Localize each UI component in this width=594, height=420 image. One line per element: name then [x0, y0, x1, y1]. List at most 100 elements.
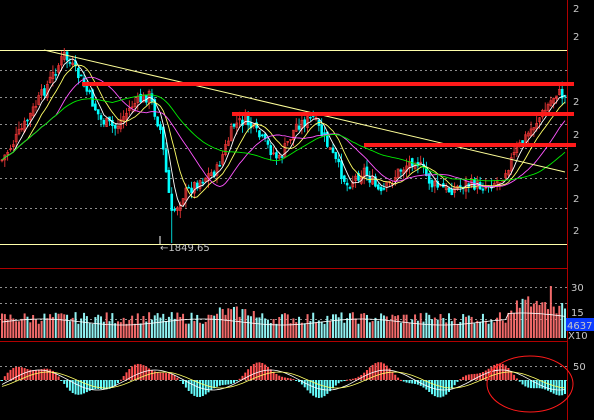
volume-bar-81 [230, 309, 233, 338]
volume-bar-153 [433, 317, 436, 338]
volume-bar-77 [218, 307, 221, 338]
volume-bar-46 [131, 315, 134, 338]
volume-bar-96 [272, 318, 275, 338]
volume-bar-45 [128, 319, 131, 338]
volume-bar-65 [184, 323, 187, 338]
volume-bar-39 [111, 313, 114, 338]
macd-bar-102 [289, 378, 292, 380]
candle-body-36 [102, 119, 106, 125]
macd-bar-109 [309, 380, 312, 394]
macd-bar-83 [235, 380, 238, 382]
drawn-overlays [43, 49, 576, 173]
macd-bar-141 [399, 379, 402, 381]
macd-bar-92 [261, 363, 264, 380]
candle-body-9 [26, 119, 29, 122]
candle-body-158 [447, 187, 451, 193]
macd-bar-153 [433, 380, 436, 397]
candle-body-97 [275, 152, 278, 159]
volume-bar-7 [20, 318, 23, 338]
macd-bar-59 [167, 373, 170, 380]
volume-bar-97 [275, 323, 278, 338]
candle-body-62 [176, 207, 179, 211]
volume-gridlines [0, 287, 567, 320]
candle-body-51 [144, 94, 148, 103]
volume-bar-4 [12, 318, 15, 338]
volume-bar-157 [445, 322, 448, 338]
candle-body-103 [292, 129, 295, 140]
candle-body-181 [512, 152, 516, 156]
candle-body-21 [60, 56, 63, 66]
candle-body-123 [348, 187, 352, 189]
volume-bar-188 [532, 303, 535, 338]
volume-bar-169 [479, 321, 482, 338]
macd-bar-137 [388, 368, 391, 380]
macd-bar-172 [487, 368, 490, 380]
macd-bar-165 [467, 374, 470, 380]
ma-long1-line [1, 76, 566, 188]
volume-bar-48 [136, 313, 139, 338]
candle-body-101 [286, 140, 290, 143]
volume-bar-53 [150, 319, 153, 338]
volume-ma-line [1, 312, 566, 326]
macd-bar-85 [241, 375, 244, 380]
candle-body-25 [71, 62, 75, 65]
macd-bar-19 [54, 373, 57, 380]
candle-body-14 [40, 89, 43, 96]
volume-bar-19 [54, 312, 57, 338]
volume-bar-5 [15, 321, 18, 338]
macd-bar-26 [74, 380, 77, 395]
volume-bar-142 [402, 314, 405, 338]
volume-bar-26 [74, 312, 77, 338]
volume-bar-145 [411, 319, 414, 338]
candle-body-159 [450, 189, 454, 195]
volume-bar-172 [487, 323, 490, 338]
macd-bar-50 [142, 365, 145, 380]
volume-bar-158 [448, 313, 451, 338]
volume-bar-64 [182, 313, 185, 338]
volume-bar-93 [264, 318, 267, 338]
macd-bar-74 [210, 380, 213, 391]
macd-bar-178 [504, 365, 507, 380]
macd-bar-87 [247, 369, 250, 380]
macd-bar-2 [6, 372, 9, 380]
macd-bar-114 [323, 380, 326, 397]
volume-bar-150 [425, 312, 428, 338]
volume-bar-91 [258, 317, 261, 338]
macd-bar-182 [515, 378, 518, 380]
macd-bar-152 [431, 380, 434, 395]
macd-bar-30 [85, 380, 88, 393]
candle-body-170 [481, 188, 485, 191]
candle-body-44 [125, 112, 128, 120]
volume-tick-label-1: 15 [571, 308, 584, 319]
volume-bar-73 [207, 314, 210, 338]
candle-body-64 [181, 198, 185, 205]
candle-body-6 [17, 128, 21, 135]
volume-bar-177 [501, 320, 504, 338]
macd-bar-97 [275, 373, 278, 380]
candle-body-3 [9, 148, 12, 151]
volume-bar-197 [558, 305, 561, 338]
macd-bar-110 [312, 380, 315, 396]
candle-body-27 [77, 67, 80, 79]
macd-bar-193 [547, 380, 550, 391]
candle-body-186 [526, 132, 530, 137]
candle-body-39 [111, 119, 114, 126]
volume-bar-101 [286, 314, 289, 338]
macd-bar-51 [145, 366, 148, 380]
candle-body-141 [399, 169, 403, 172]
volume-bar-107 [303, 323, 306, 338]
candle-body-58 [164, 149, 168, 173]
macd-bar-176 [498, 363, 501, 380]
macd-dea-line [1, 371, 566, 389]
volume-bar-17 [49, 314, 52, 338]
macd-bar-71 [201, 380, 204, 397]
candle-body-47 [133, 103, 137, 107]
candle-body-19 [54, 74, 58, 76]
macd-bar-145 [411, 380, 414, 384]
volume-bar-189 [535, 300, 538, 338]
volume-bar-51 [145, 321, 148, 338]
volume-bar-161 [456, 323, 459, 338]
volume-bar-13 [37, 323, 40, 338]
macd-bar-84 [238, 378, 241, 380]
macd-bar-11 [32, 370, 35, 380]
